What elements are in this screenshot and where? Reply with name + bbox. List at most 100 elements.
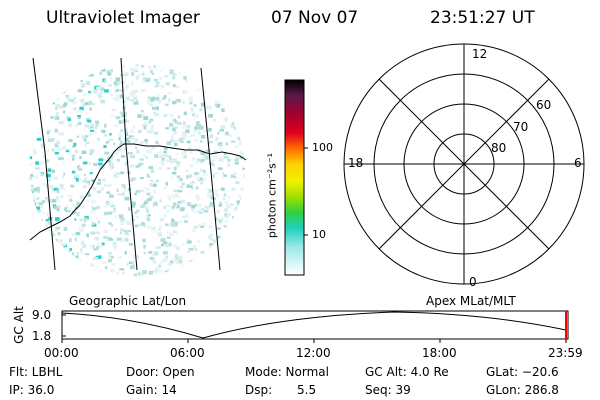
emission-speck — [59, 194, 64, 198]
emission-speck — [78, 115, 81, 120]
emission-speck — [62, 161, 65, 164]
emission-speck — [29, 121, 33, 124]
emission-speck — [120, 240, 125, 243]
emission-speck — [87, 275, 93, 276]
emission-speck — [49, 245, 52, 249]
emission-speck — [248, 263, 252, 265]
emission-speck — [52, 101, 55, 105]
emission-speck — [194, 67, 197, 71]
emission-speck — [174, 99, 180, 102]
emission-speck — [96, 246, 99, 250]
emission-speck — [168, 198, 171, 201]
emission-speck — [208, 189, 214, 193]
emission-speck — [36, 248, 39, 252]
meridian-line-1 — [32, 57, 56, 271]
emission-speck — [181, 133, 187, 137]
emission-speck — [80, 250, 83, 255]
emission-speck — [130, 68, 136, 72]
emission-speck — [119, 268, 125, 271]
emission-speck — [158, 269, 163, 273]
emission-speck — [55, 154, 59, 158]
emission-speck — [169, 113, 174, 118]
emission-speck — [79, 266, 84, 270]
emission-speck — [214, 103, 218, 107]
emission-speck — [175, 202, 180, 206]
emission-speck — [172, 230, 178, 234]
emission-speck — [191, 208, 194, 212]
emission-speck — [199, 108, 203, 112]
altitude-strip — [61, 310, 569, 343]
emission-speck — [143, 251, 147, 255]
emission-speck — [142, 113, 146, 116]
emission-speck — [57, 231, 61, 236]
emission-speck — [91, 212, 94, 215]
emission-speck — [52, 88, 55, 91]
emission-speck — [151, 227, 154, 231]
emission-speck — [124, 196, 130, 201]
emission-speck — [207, 142, 211, 145]
emission-speck — [101, 68, 106, 72]
emission-speck — [41, 114, 46, 118]
emission-speck — [30, 130, 35, 133]
emission-speck — [42, 109, 47, 114]
emission-speck — [152, 260, 157, 264]
emission-speck — [171, 206, 175, 209]
emission-speck — [168, 242, 172, 247]
emission-speck — [215, 137, 219, 142]
emission-speck — [55, 106, 59, 110]
emission-speck — [224, 201, 228, 204]
emission-speck — [112, 244, 117, 248]
emission-speck — [172, 73, 177, 77]
emission-speck — [38, 225, 43, 229]
emission-speck — [174, 221, 178, 225]
emission-speck — [247, 236, 251, 239]
emission-speck — [194, 138, 198, 141]
emission-speck — [59, 251, 64, 254]
emission-speck — [140, 89, 146, 92]
emission-speck — [33, 257, 39, 262]
emission-speck — [209, 258, 212, 263]
emission-speck — [39, 245, 42, 249]
emission-speck — [64, 269, 69, 273]
emission-speck — [233, 120, 239, 124]
emission-speck — [54, 176, 58, 180]
emission-speck — [71, 203, 76, 207]
emission-speck — [149, 195, 154, 199]
emission-speck — [171, 126, 175, 129]
emission-speck — [126, 84, 129, 89]
emission-speck — [45, 90, 49, 94]
emission-speck — [163, 150, 167, 153]
emission-speck — [75, 177, 79, 182]
emission-speck — [69, 261, 73, 265]
emission-speck — [225, 252, 229, 256]
emission-speck — [58, 120, 64, 125]
emission-speck — [79, 156, 82, 159]
emission-speck — [180, 199, 186, 204]
emission-speck — [222, 245, 226, 249]
emission-speck — [190, 107, 194, 112]
emission-speck — [146, 173, 149, 177]
emission-speck — [69, 238, 72, 243]
emission-speck — [225, 90, 229, 93]
emission-speck — [247, 183, 251, 185]
emission-speck — [81, 83, 86, 87]
emission-speck — [31, 216, 35, 219]
emission-speck — [231, 236, 234, 240]
emission-speck — [242, 107, 245, 110]
emission-speck — [212, 87, 216, 91]
emission-speck — [49, 265, 53, 270]
emission-speck — [181, 136, 186, 141]
emission-speck — [227, 238, 231, 241]
emission-speck — [109, 163, 113, 168]
emission-speck — [98, 164, 102, 167]
emission-speck — [175, 193, 179, 197]
emission-speck — [69, 248, 72, 251]
coastline — [29, 143, 247, 241]
emission-speck — [108, 211, 113, 215]
emission-speck — [87, 194, 92, 197]
emission-speck — [209, 243, 214, 247]
emission-speck — [98, 244, 103, 248]
emission-speck — [235, 126, 239, 130]
emission-speck — [52, 232, 56, 237]
emission-speck — [161, 64, 164, 66]
